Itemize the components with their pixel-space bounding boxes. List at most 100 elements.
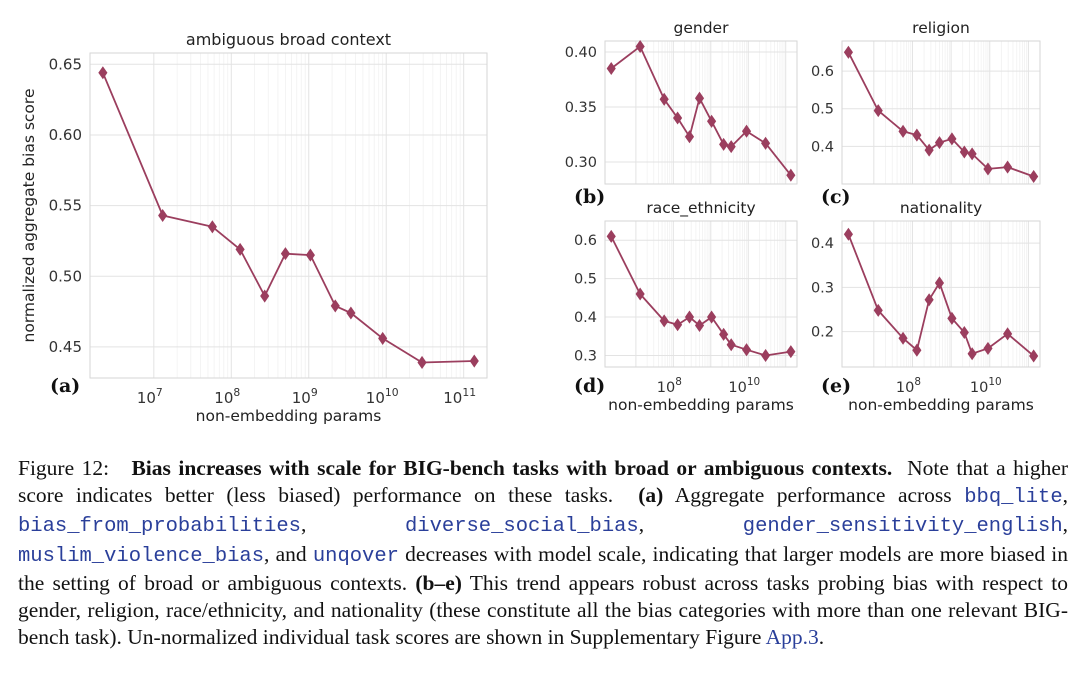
y-tick-label: 0.65 — [49, 55, 82, 73]
data-point — [934, 136, 945, 150]
data-point — [843, 45, 853, 59]
data-point — [1029, 169, 1039, 183]
figure-label: Figure 12: — [18, 456, 110, 480]
data-point — [673, 318, 683, 332]
task-link-unqover[interactable]: unqover — [312, 544, 399, 568]
data-point — [726, 140, 736, 154]
x-tick-label: 1010 — [366, 386, 399, 407]
y-axis-label: normalized aggregate bias score — [20, 89, 38, 343]
panel-label: (d) — [574, 375, 605, 397]
data-point — [1029, 349, 1039, 363]
x-tick-label: 108 — [214, 386, 240, 407]
caption-title: Bias increases with scale for BIG-bench … — [131, 456, 893, 480]
data-point — [694, 91, 705, 105]
x-tick-label: 1011 — [443, 386, 476, 407]
chart-title: ambiguous broad context — [186, 30, 391, 49]
chart-panel-c: 0.4 0.5 0.6 religion (c) — [811, 19, 1041, 208]
data-point — [898, 124, 908, 138]
data-point — [305, 248, 315, 262]
x-axis-label: non-embedding params — [608, 396, 794, 414]
data-point — [912, 343, 922, 357]
x-tick-label: 109 — [292, 386, 318, 407]
data-point — [912, 128, 922, 142]
x-tick-label: 108 — [657, 376, 682, 396]
data-point — [843, 227, 853, 241]
y-tick-label: 0.4 — [574, 310, 597, 326]
task-link-muslim-violence-bias[interactable]: muslim_violence_bias — [18, 544, 265, 568]
y-tick-label: 0.45 — [49, 338, 82, 356]
panel-label: (c) — [821, 186, 851, 208]
data-point — [346, 306, 356, 320]
y-tick-label: 0.2 — [811, 325, 834, 341]
data-point — [659, 314, 669, 328]
data-point — [606, 229, 616, 243]
figure-caption: Figure 12: Bias increases with scale for… — [18, 455, 1068, 651]
y-tick-label: 0.40 — [565, 45, 597, 61]
data-point — [719, 137, 729, 151]
caption-sep: , — [638, 512, 645, 537]
chart-title: religion — [912, 19, 970, 37]
task-link-bias-from-probabilities[interactable]: bias_from_probabilities — [18, 515, 301, 539]
data-point — [684, 310, 695, 324]
y-tick-label: 0.6 — [574, 233, 597, 249]
data-point — [694, 318, 705, 333]
caption-end: . — [818, 625, 825, 650]
chart-panel-b: 0.30 0.35 0.40 gender (b) — [565, 19, 798, 208]
data-point — [330, 299, 340, 313]
data-point — [719, 327, 729, 341]
supplementary-figure-link[interactable]: App.3 — [765, 625, 819, 650]
panel-be-ref: (b–e) — [415, 570, 462, 595]
axes-frame — [604, 220, 798, 368]
data-point — [158, 208, 168, 223]
series-line — [102, 72, 475, 364]
caption-sep: , — [300, 512, 307, 537]
y-tick-label: 0.4 — [811, 236, 834, 252]
chart-title: nationality — [900, 199, 982, 217]
data-point — [983, 162, 993, 176]
y-tick-label: 0.50 — [49, 267, 82, 285]
axes-frame — [89, 52, 488, 379]
data-point — [659, 92, 669, 106]
data-point — [959, 145, 969, 159]
data-point — [924, 143, 934, 157]
data-point — [469, 354, 479, 368]
chart-panel-a: 0.45 0.50 0.55 0.60 0.65 107 108 109 1010 1011 amb… — [20, 30, 488, 425]
data-point — [280, 247, 290, 261]
data-point — [873, 303, 883, 317]
panel-label: (b) — [574, 186, 605, 208]
data-point — [967, 347, 977, 361]
data-point — [606, 61, 616, 76]
data-point — [707, 114, 717, 128]
data-point — [761, 348, 771, 362]
y-tick-label: 0.3 — [811, 280, 834, 296]
data-point — [635, 39, 645, 54]
task-link-bbq-lite[interactable]: bbq_lite — [964, 486, 1063, 510]
data-point — [924, 293, 934, 307]
data-point — [967, 147, 977, 161]
task-link-gender-sensitivity-english[interactable]: gender_sensitivity_english — [742, 515, 1063, 539]
x-tick-label: 1010 — [970, 376, 1002, 396]
data-point — [761, 136, 771, 150]
chart-panel-d: 0.3 0.4 0.5 0.6 108 1010 race_ethnicity non-emb… — [574, 199, 798, 414]
x-tick-label: 1010 — [728, 376, 760, 396]
caption-sentence: Note that a higher score indicates bette… — [18, 456, 1069, 508]
data-point — [741, 343, 752, 357]
axes-frame — [604, 40, 798, 185]
y-tick-label: 0.55 — [49, 197, 82, 215]
panel-label: (a) — [50, 375, 80, 397]
data-point — [235, 242, 245, 256]
x-axis-label: non-embedding params — [848, 396, 1034, 414]
caption-text-a: Aggregate performance across — [674, 483, 952, 508]
chart-title: race_ethnicity — [646, 199, 755, 218]
y-tick-label: 0.5 — [811, 102, 834, 118]
data-point — [417, 355, 427, 369]
data-point — [260, 289, 270, 303]
x-tick-label: 107 — [137, 386, 163, 407]
caption-text-b: decreases with model scale, indicating t… — [18, 541, 1068, 595]
caption-sep: , — [1062, 483, 1069, 508]
data-point — [947, 311, 957, 325]
panel-label: (e) — [821, 375, 851, 397]
data-point — [707, 310, 717, 324]
caption-sep: , — [1062, 512, 1068, 537]
task-link-diverse-social-bias[interactable]: diverse_social_bias — [404, 515, 639, 539]
